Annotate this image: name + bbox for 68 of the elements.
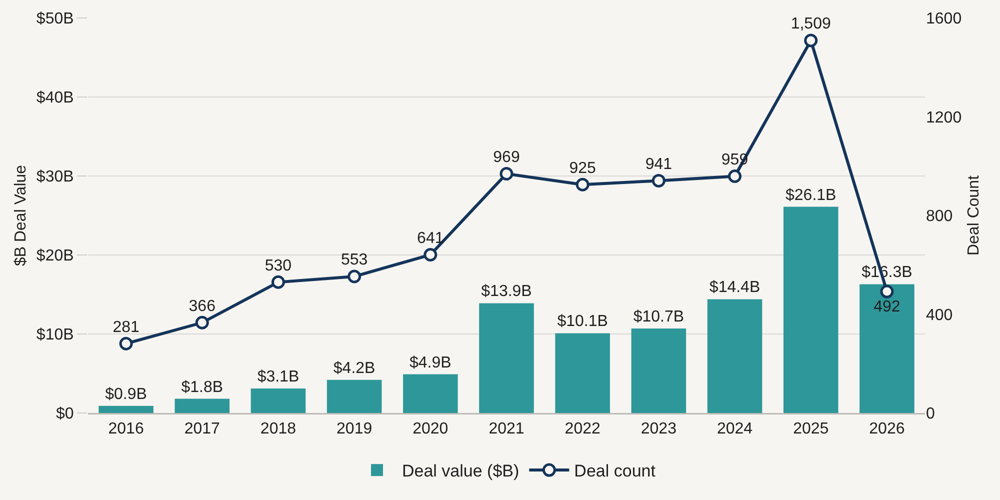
data-label: $13.9B bbox=[481, 283, 532, 300]
data-label: 553 bbox=[340, 252, 368, 269]
bar bbox=[174, 398, 230, 413]
x-tick-label: 2024 bbox=[716, 420, 753, 438]
x-tick-label: 2022 bbox=[564, 420, 600, 438]
data-label: $10.7B bbox=[633, 308, 684, 326]
y-tick-label: $40B bbox=[36, 90, 74, 107]
point bbox=[348, 270, 362, 284]
data-label: 969 bbox=[493, 148, 520, 166]
point bbox=[728, 170, 742, 183]
y2-tick-label: 800 bbox=[926, 208, 953, 226]
bar bbox=[250, 388, 306, 413]
point bbox=[576, 178, 590, 192]
bar bbox=[98, 406, 154, 413]
x-tick-label: 2019 bbox=[336, 420, 372, 438]
data-label: 1,509 bbox=[790, 16, 831, 33]
y2-tick-label: 0 bbox=[926, 406, 935, 423]
data-label: $14.4B bbox=[709, 279, 760, 296]
data-label: 641 bbox=[417, 230, 444, 247]
data-label: 366 bbox=[188, 298, 216, 315]
bar bbox=[860, 284, 914, 413]
x-tick-label: 2026 bbox=[869, 420, 905, 438]
y-tick-label: $50B bbox=[36, 10, 74, 28]
point bbox=[119, 336, 133, 350]
y2-axis-title: Deal Count bbox=[965, 174, 982, 256]
x-tick-label: 2016 bbox=[108, 420, 144, 438]
legend-label: Deal value ($B) bbox=[402, 462, 520, 481]
point bbox=[880, 284, 894, 298]
data-label: $3.1B bbox=[257, 368, 300, 386]
point bbox=[652, 174, 666, 188]
point bbox=[271, 275, 285, 289]
y-tick-label: $0 bbox=[56, 406, 74, 423]
x-tick-label: 2021 bbox=[488, 420, 524, 438]
x-tick-label: 2025 bbox=[793, 420, 829, 438]
y-tick-label: $10B bbox=[36, 326, 74, 344]
bar bbox=[631, 328, 686, 413]
bar bbox=[403, 374, 458, 413]
x-tick-label: 2023 bbox=[640, 420, 677, 438]
x-tick-label: 2020 bbox=[412, 420, 448, 438]
point bbox=[424, 248, 438, 262]
y2-tick-label: 1600 bbox=[926, 10, 962, 28]
data-label: $4.2B bbox=[333, 360, 376, 377]
data-label: $1.8B bbox=[181, 378, 224, 396]
data-label: 492 bbox=[874, 298, 900, 316]
y2-tick-label: 400 bbox=[926, 306, 953, 324]
data-label: 925 bbox=[569, 160, 596, 177]
point bbox=[500, 167, 514, 181]
data-label: 941 bbox=[645, 156, 672, 173]
data-label: 530 bbox=[264, 257, 292, 274]
data-label: $4.9B bbox=[410, 354, 452, 372]
bar bbox=[783, 206, 838, 413]
point bbox=[195, 316, 209, 330]
data-label: 281 bbox=[112, 318, 140, 336]
legend-label: Deal count bbox=[574, 462, 656, 481]
data-label: $0.9B bbox=[105, 386, 147, 403]
y2-tick-label: 1200 bbox=[926, 109, 962, 126]
bar bbox=[326, 380, 382, 413]
x-tick-label: 2018 bbox=[260, 420, 296, 438]
y-axis-title: $B Deal Value bbox=[12, 164, 30, 266]
data-label: $26.1B bbox=[786, 186, 836, 204]
point bbox=[804, 34, 818, 48]
x-tick-label: 2017 bbox=[184, 420, 220, 438]
bar bbox=[555, 333, 610, 413]
bar bbox=[707, 299, 762, 413]
y-tick-label: $30B bbox=[36, 168, 74, 186]
bar bbox=[479, 303, 534, 413]
data-label: $10.1B bbox=[557, 313, 608, 330]
y-tick-label: $20B bbox=[36, 248, 74, 265]
